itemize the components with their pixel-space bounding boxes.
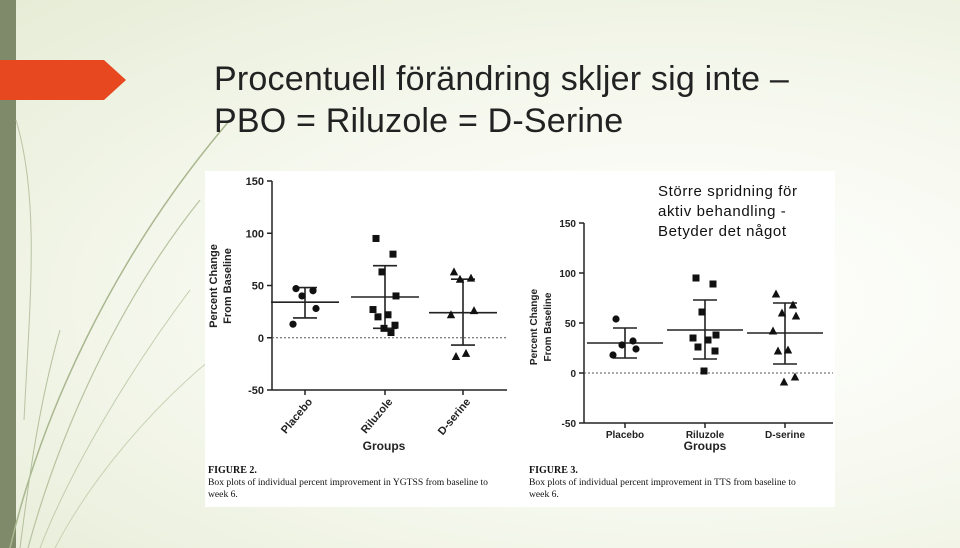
fig3-data-point-dserine (790, 372, 800, 381)
fig2-category-label-dserine: D-serine (436, 396, 473, 437)
fig2-data-point-placebo (309, 287, 317, 295)
fig2-data-point-placebo (298, 292, 306, 300)
fig3-data-point-riluzole (700, 367, 708, 375)
fig3-data-point-riluzole (712, 331, 720, 339)
fig2-data-point-riluzole (384, 311, 392, 319)
fig3-data-point-dserine (779, 377, 789, 386)
fig2-caption-label: FIGURE 2. (208, 465, 257, 476)
fig3-y-axis-label: From Baseline (543, 292, 554, 361)
fig3-y-axis-label: Percent Change (529, 288, 540, 365)
fig3-data-point-dserine (768, 326, 778, 335)
fig3-data-point-riluzole (709, 280, 717, 288)
figure-panel: -50 0 50 100 150 Percent Change From Baseline P… (205, 171, 835, 507)
fig2-data-point-dserine (449, 267, 459, 276)
fig2-x-axis-label: Groups (363, 439, 406, 453)
fig2-data-point-riluzole (372, 234, 380, 242)
fig3-y-tick-label: -50 (562, 419, 577, 430)
fig3-data-point-riluzole (694, 343, 702, 351)
slide-title-line-2: PBO = Riluzole = D-Serine (214, 102, 624, 140)
decorative-lines (9, 119, 231, 548)
fig2-caption-text-line-1: Box plots of individual percent improvem… (208, 477, 488, 488)
fig2-caption-text-line-2: week 6. (208, 489, 238, 500)
slide-title-line-1: Procentuell förändring skljer sig inte – (214, 60, 789, 98)
fig2-data-point-placebo (289, 320, 297, 328)
fig3-data-point-dserine (777, 308, 787, 317)
fig2-data-point-dserine (466, 273, 476, 282)
fig3-data-point-placebo (618, 341, 626, 349)
slide-title: Procentuell förändring skljer sig inte –… (214, 58, 914, 142)
fig3-y-tick-label: 0 (570, 369, 576, 380)
fig3-data-point-placebo (612, 315, 620, 323)
fig2-data-point-riluzole (374, 313, 382, 321)
fig2-data-point-riluzole (391, 321, 399, 329)
fig3-data-point-dserine (791, 311, 801, 320)
left-accent-strip (0, 0, 16, 548)
fig3-x-axis-label: Groups (684, 439, 727, 453)
fig2-data-point-placebo (292, 285, 300, 293)
callout-line-1: Större spridning för (658, 183, 798, 200)
fig3-category-label-dserine: D-serine (765, 430, 805, 441)
fig3-y-tick-label: 150 (559, 219, 576, 230)
title-arrow-marker (0, 60, 126, 100)
fig3-y-tick-label: 100 (559, 269, 576, 280)
fig2-data-point-riluzole (378, 268, 386, 276)
fig2-y-tick-label: 150 (246, 176, 264, 188)
fig2-data-point-dserine (455, 274, 465, 283)
fig2-y-axis-label: Percent Change (208, 244, 220, 328)
fig2-y-axis-label: From Baseline (222, 248, 234, 324)
fig3-data-point-riluzole (704, 336, 712, 344)
fig3-caption-label: FIGURE 3. (529, 465, 578, 476)
fig3-data-point-dserine (788, 300, 798, 309)
fig3-category-label-riluzole: Riluzole (686, 430, 725, 441)
fig2-data-point-riluzole (392, 292, 400, 300)
fig3-data-point-riluzole (692, 274, 700, 282)
fig2-data-point-riluzole (380, 324, 388, 332)
fig2-data-point-placebo (312, 304, 320, 313)
fig3-caption-text-line-1: Box plots of individual percent improvem… (529, 477, 796, 488)
fig3-data-point-riluzole (689, 334, 697, 342)
fig2-data-point-riluzole (389, 250, 397, 258)
fig2-data-point-dserine (446, 310, 456, 319)
fig2-category-label-placebo: Placebo (279, 396, 315, 436)
fig3-data-point-placebo (609, 351, 617, 359)
fig3-data-point-placebo (629, 337, 637, 345)
fig2-data-point-dserine (469, 306, 479, 315)
fig2-data-point-riluzole (387, 329, 395, 337)
fig2-y-tick-label: 100 (246, 228, 264, 240)
fig3-category-label-placebo: Placebo (606, 430, 644, 441)
fig3-data-point-dserine (783, 345, 793, 354)
callout-line-3: Betyder det något (658, 223, 787, 240)
fig3-data-point-riluzole (711, 347, 719, 355)
fig2-data-point-dserine (461, 348, 471, 357)
fig2-data-point-dserine (451, 352, 461, 361)
fig3-caption-text-line-2: week 6. (529, 489, 559, 500)
fig2-y-tick-label: -50 (248, 385, 264, 397)
fig2-y-tick-label: 0 (258, 333, 264, 345)
fig3-y-tick-label: 50 (565, 319, 577, 330)
fig3-data-point-dserine (773, 346, 783, 355)
callout-text: Större spridning för aktiv behandling - … (658, 182, 858, 242)
callout-line-2: aktiv behandling - (658, 203, 787, 220)
fig3-data-point-placebo (632, 345, 640, 353)
fig2-y-tick-label: 50 (252, 281, 264, 293)
fig2-data-point-riluzole (369, 306, 377, 314)
fig2-category-label-riluzole: Riluzole (359, 396, 395, 436)
fig3-data-point-riluzole (698, 308, 706, 316)
fig3-data-point-dserine (771, 289, 781, 298)
